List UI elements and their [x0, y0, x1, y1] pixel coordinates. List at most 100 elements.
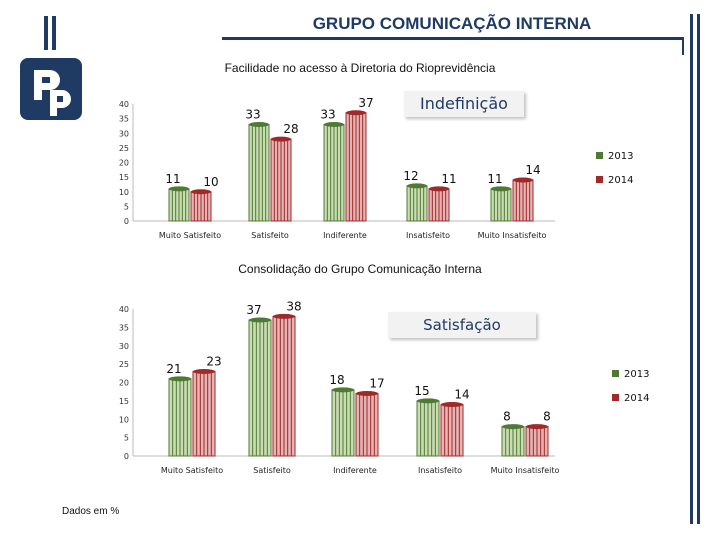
- c1-data-label: 33: [245, 107, 260, 121]
- decor-bar-left: [44, 16, 48, 50]
- c2-legend-label: 2013: [624, 369, 649, 380]
- c2-data-label: 38: [286, 299, 301, 313]
- c2-bar-cap: [273, 313, 295, 319]
- title-rule-tick: [682, 37, 684, 55]
- c1-data-label: 14: [525, 163, 540, 177]
- c2-data-label: 37: [246, 303, 261, 317]
- c1-bar-cap: [407, 183, 427, 189]
- c1-data-label: 28: [283, 122, 298, 136]
- c1-bar-cap: [271, 136, 291, 142]
- c2-category-label: Satisfeito: [253, 466, 291, 475]
- footnote: Dados em %: [62, 506, 120, 517]
- c1-data-label: 33: [320, 107, 335, 121]
- c1-category-label: Muito Insatisfeito: [478, 231, 547, 240]
- c2-bar-cap: [417, 398, 439, 404]
- c1-category-label: Insatisfeito: [406, 231, 450, 240]
- c1-data-label: 11: [487, 172, 502, 186]
- c1-legend-swatch: [596, 176, 603, 183]
- c2-ytick: 30: [119, 342, 129, 351]
- c2-data-label: 14: [454, 388, 469, 402]
- c1-legend-label: 2014: [608, 175, 633, 186]
- c1-bar-2013: [490, 188, 512, 222]
- c1-bar-2014: [190, 191, 212, 222]
- c2-bar-2014: [355, 393, 379, 457]
- chart1-callout: Indefinição: [404, 91, 524, 117]
- c1-ytick: 25: [119, 144, 129, 153]
- c1-ytick: 0: [124, 217, 129, 226]
- c1-ytick: 40: [119, 100, 129, 109]
- decor-bar-right-2: [697, 14, 700, 524]
- c1-category-label: Muito Satisfeito: [159, 231, 221, 240]
- c1-ytick: 30: [119, 129, 129, 138]
- c1-bar-2013: [168, 188, 190, 222]
- org-logo-icon: [20, 58, 82, 120]
- c1-data-label: 11: [165, 172, 180, 186]
- c2-bar-2013: [416, 400, 440, 457]
- c1-bar-2013: [248, 123, 270, 222]
- c1-bar-2014: [512, 179, 534, 222]
- c1-bar-cap: [346, 110, 366, 116]
- decor-bar-left-2: [52, 16, 56, 50]
- c2-bar-cap: [502, 424, 524, 430]
- c2-bar-cap: [193, 368, 215, 374]
- c1-ytick: 5: [124, 202, 129, 211]
- c1-bar-cap: [513, 177, 533, 183]
- c2-legend-swatch: [612, 394, 619, 401]
- c1-bar-2014: [345, 112, 367, 222]
- c2-bar-cap: [526, 424, 548, 430]
- title-underline: [222, 37, 684, 40]
- c1-bar-2013: [406, 185, 428, 222]
- c2-data-label: 8: [503, 410, 511, 424]
- c1-data-label: 12: [403, 169, 418, 183]
- c2-bar-2014: [272, 315, 296, 457]
- c2-ytick: 20: [119, 379, 129, 388]
- c2-data-label: 21: [166, 362, 181, 376]
- c1-ytick: 10: [119, 188, 129, 197]
- c1-data-label: 11: [441, 172, 456, 186]
- c2-data-label: 15: [414, 384, 429, 398]
- decor-bar-right: [690, 14, 693, 524]
- c1-bar-cap: [429, 186, 449, 192]
- c1-category-label: Indiferente: [323, 231, 367, 240]
- c2-bar-cap: [249, 317, 271, 323]
- c2-ytick: 35: [119, 323, 129, 332]
- c2-ytick: 0: [124, 452, 129, 461]
- c1-bar-2014: [270, 138, 292, 222]
- c2-bar-2013: [168, 378, 192, 457]
- chart1-title: Facilidade no acesso à Diretoria do Riop…: [224, 61, 496, 75]
- c2-bar-cap: [169, 376, 191, 382]
- c1-bar-2013: [323, 123, 345, 222]
- c2-bar-cap: [332, 387, 354, 393]
- c2-bar-cap: [356, 391, 378, 397]
- chart2-callout: Satisfação: [388, 312, 536, 338]
- c1-bar-cap: [324, 121, 344, 127]
- c2-data-label: 8: [543, 410, 551, 424]
- c1-bar-cap: [249, 121, 269, 127]
- c2-bar-2014: [192, 370, 216, 457]
- c2-category-label: Muito Insatisfeito: [491, 466, 560, 475]
- c2-category-label: Muito Satisfeito: [161, 466, 223, 475]
- c2-ytick: 15: [119, 397, 129, 406]
- c2-bar-cap: [441, 402, 463, 408]
- c1-ytick: 15: [119, 173, 129, 182]
- c1-bar-cap: [191, 189, 211, 195]
- c1-data-label: 10: [203, 175, 218, 189]
- c2-ytick: 10: [119, 415, 129, 424]
- c2-bar-2014: [525, 426, 549, 457]
- c1-data-label: 37: [358, 96, 373, 110]
- c1-bar-cap: [169, 186, 189, 192]
- c2-ytick: 40: [119, 305, 129, 314]
- c1-ytick: 20: [119, 159, 129, 168]
- c1-bar-2014: [428, 188, 450, 222]
- c2-bar-2014: [440, 404, 464, 457]
- c1-legend-swatch: [596, 152, 603, 159]
- c2-data-label: 17: [369, 377, 384, 391]
- c1-legend-label: 2013: [608, 151, 633, 162]
- c1-category-label: Satisfeito: [251, 231, 289, 240]
- c2-bar-2013: [248, 319, 272, 457]
- c2-category-label: Insatisfeito: [418, 466, 462, 475]
- c2-ytick: 5: [124, 434, 129, 443]
- c2-bar-2013: [501, 426, 525, 457]
- page-title: GRUPO COMUNICAÇÃO INTERNA: [312, 14, 592, 33]
- c1-ytick: 35: [119, 115, 129, 124]
